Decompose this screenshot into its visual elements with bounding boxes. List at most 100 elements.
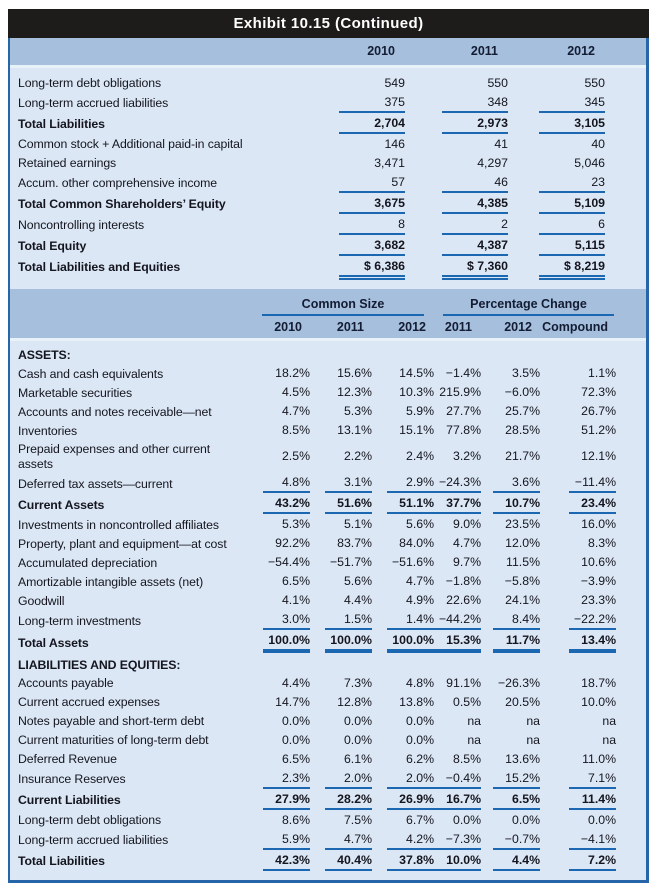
cell-value: 12.8% bbox=[337, 694, 372, 709]
table-row: Long-term accrued liabilities 375 348 345 bbox=[10, 93, 646, 114]
table-row: Total Equity 3,682 4,387 5,115 bbox=[10, 236, 646, 257]
cell-value: $ 8,219 bbox=[508, 257, 605, 289]
row-label: Deferred Revenue bbox=[18, 752, 117, 766]
table-row: Accumulated depreciation −54.4% −51.7% −51.… bbox=[10, 554, 646, 573]
spacer-cell bbox=[616, 790, 646, 811]
cell-value: 4.4% bbox=[281, 675, 310, 690]
cell-value: 21.7% bbox=[505, 449, 541, 463]
cell-value: 8.6% bbox=[281, 812, 310, 827]
table-row: Goodwill 4.1% 4.4% 4.9% 22.6% 24.1% 23.3% bbox=[10, 592, 646, 611]
spacer-cell bbox=[616, 495, 646, 516]
cell-value: 27.9% bbox=[248, 790, 310, 811]
top-table-year-header-row: 2010 2011 2012 bbox=[10, 38, 646, 68]
cell-value: 0.0% bbox=[588, 812, 617, 827]
cell-value: 4.2% bbox=[372, 830, 435, 851]
exhibit-panel: Exhibit 10.15 (Continued) 2010 2011 2012… bbox=[8, 9, 649, 883]
table-row: Total Assets 100.0% 100.0% 100.0% 15.3% 11.7%… bbox=[10, 632, 646, 655]
cell-value: −6.0% bbox=[504, 385, 541, 399]
row-label: Inventories bbox=[18, 423, 78, 438]
cell-value: 77.8% bbox=[446, 423, 482, 437]
cell-value: −24.3% bbox=[434, 474, 482, 495]
cell-value: 550 bbox=[487, 75, 508, 90]
spacer-cell bbox=[616, 731, 646, 750]
cell-value: 11.5% bbox=[506, 555, 541, 569]
cell-value: −22.2% bbox=[540, 611, 617, 632]
cell-value: 4.7% bbox=[310, 830, 372, 851]
row-label: Current accrued expenses bbox=[18, 695, 160, 709]
cell-value: 11.4% bbox=[540, 790, 617, 811]
cell-value: 42.3% bbox=[248, 851, 310, 880]
spacer-cell bbox=[616, 516, 646, 535]
cell-value: na bbox=[602, 732, 617, 747]
spacer-cell bbox=[605, 93, 646, 114]
pc-year-header-2011: 2011 bbox=[434, 315, 481, 341]
row-label: Current Liabilities bbox=[18, 793, 121, 807]
cs-year-header-2012: 2012 bbox=[372, 315, 435, 341]
cell-value: 10.7% bbox=[480, 495, 541, 516]
cell-value: na bbox=[602, 713, 617, 728]
cell-value: 5,046 bbox=[574, 155, 605, 170]
cell-value: 11.7% bbox=[480, 632, 541, 655]
cell-value: 37.8% bbox=[372, 851, 435, 880]
cell-value: na bbox=[467, 732, 482, 747]
table-row: Deferred tax assets—current 4.8% 3.1% 2.9% −… bbox=[10, 474, 646, 495]
cell-value: 7.1% bbox=[540, 769, 617, 790]
table-row: Current Assets 43.2% 51.6% 51.1% 37.7% 10.7% 2… bbox=[10, 495, 646, 516]
cell-value: 5,109 bbox=[508, 194, 605, 215]
cell-value: 23.4% bbox=[540, 495, 617, 516]
spacer-cell bbox=[616, 403, 646, 422]
cell-value: 0.0% bbox=[343, 732, 372, 747]
cell-value: 12.0% bbox=[505, 536, 541, 550]
empty-header-cell bbox=[10, 315, 248, 341]
cell-value: 8 bbox=[293, 215, 405, 236]
cell-value: −51.6% bbox=[391, 555, 435, 569]
cell-value: 10.0% bbox=[434, 851, 482, 880]
pc-year-header-2012: 2012 bbox=[480, 315, 541, 341]
table-row: Accum. other comprehensive income 57 46 23 bbox=[10, 173, 646, 194]
cell-value: 14.7% bbox=[275, 694, 310, 709]
cell-value: 4,387 bbox=[405, 236, 508, 257]
cell-value: 5.6% bbox=[343, 574, 372, 588]
cell-value: 14.5% bbox=[399, 366, 435, 380]
row-label: Marketable securities bbox=[18, 385, 133, 400]
cell-value: 4.8% bbox=[248, 474, 310, 495]
cell-value: 0.0% bbox=[343, 713, 372, 728]
cell-value: 15.1% bbox=[399, 423, 435, 437]
cell-value: 4.1% bbox=[281, 593, 310, 607]
cell-value: 348 bbox=[405, 93, 508, 114]
cell-value: 15.3% bbox=[434, 632, 482, 655]
table-row: Long-term debt obligations 8.6% 7.5% 6.7% 0.… bbox=[10, 811, 646, 830]
cell-value: 8.5% bbox=[452, 751, 482, 766]
table-row: Accounts payable 4.4% 7.3% 4.8% 91.1% −26.3% 1… bbox=[10, 674, 646, 693]
row-label: Deferred tax assets—current bbox=[18, 476, 173, 491]
cell-value: 4.8% bbox=[405, 675, 435, 690]
cell-value: 2,704 bbox=[293, 114, 405, 135]
cell-value: 18.7% bbox=[581, 675, 617, 690]
row-label: Retained earnings bbox=[18, 156, 117, 170]
cell-value: 51.2% bbox=[581, 423, 617, 437]
cell-value: 46 bbox=[405, 173, 508, 194]
spacer-header-cell bbox=[605, 38, 646, 68]
cell-value: 3,682 bbox=[293, 236, 405, 257]
table-row: Noncontrolling interests 8 2 6 bbox=[10, 215, 646, 236]
cell-value: 13.8% bbox=[399, 694, 435, 709]
table-row: Prepaid expenses and other current asset… bbox=[10, 441, 646, 474]
cell-value: 3.6% bbox=[480, 474, 541, 495]
table-row: Amortizable intangible assets (net) 6.5% 5… bbox=[10, 573, 646, 592]
cell-value: 91.1% bbox=[446, 675, 482, 690]
table-row: Common stock + Additional paid-in capita… bbox=[10, 135, 646, 154]
cell-value: 1.1% bbox=[588, 366, 617, 380]
table-row: Cash and cash equivalents 18.2% 15.6% 14.5%… bbox=[10, 365, 646, 384]
cell-value: 0.0% bbox=[281, 732, 310, 747]
cell-value: 4.7% bbox=[281, 404, 310, 418]
spacer-cell bbox=[616, 422, 646, 441]
cell-value: 6 bbox=[508, 215, 605, 236]
row-label: Common stock + Additional paid-in capita… bbox=[18, 137, 243, 151]
cell-value: −7.3% bbox=[434, 830, 482, 851]
empty-header-cell bbox=[10, 38, 293, 68]
cell-value: −51.7% bbox=[329, 555, 372, 569]
cs-year-header-2010: 2010 bbox=[248, 315, 310, 341]
spacer-cell bbox=[616, 365, 646, 384]
cell-value: 1.5% bbox=[310, 611, 372, 632]
cell-value: na bbox=[526, 732, 541, 747]
